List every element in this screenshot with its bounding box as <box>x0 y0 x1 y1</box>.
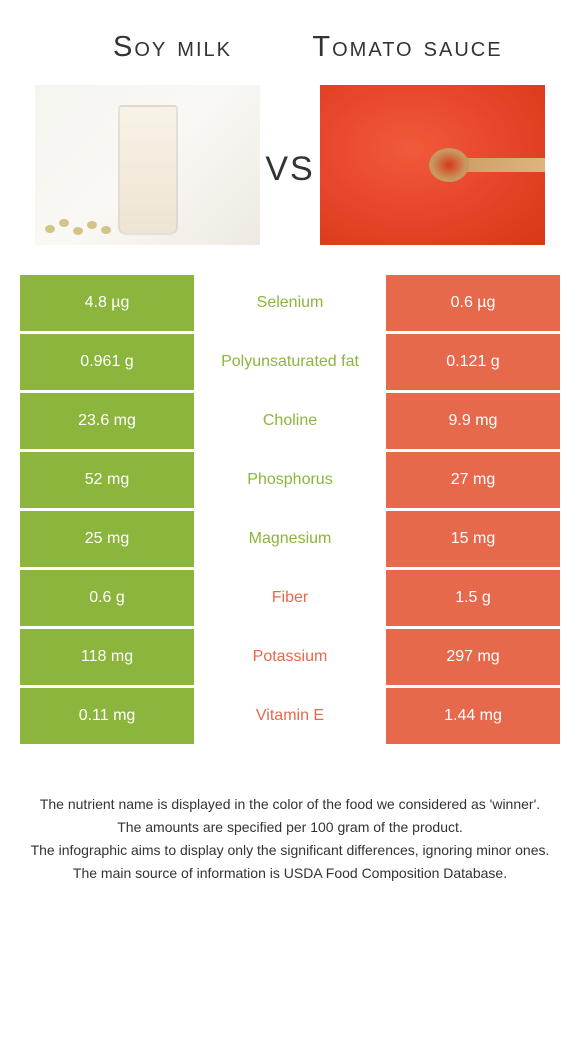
tomato-sauce-image <box>320 85 545 245</box>
glass-icon <box>118 105 178 235</box>
table-row: 4.8 µgSelenium0.6 µg <box>20 275 560 331</box>
right-value: 27 mg <box>386 452 560 508</box>
title-right: Tomato sauce <box>290 30 525 65</box>
right-value: 15 mg <box>386 511 560 567</box>
footer-line: The main source of information is USDA F… <box>20 863 560 884</box>
nutrient-label: Phosphorus <box>194 452 386 508</box>
nutrient-label: Potassium <box>194 629 386 685</box>
table-row: 25 mgMagnesium15 mg <box>20 511 560 567</box>
nutrient-label: Magnesium <box>194 511 386 567</box>
table-row: 23.6 mgCholine9.9 mg <box>20 393 560 449</box>
nutrient-label: Fiber <box>194 570 386 626</box>
table-row: 0.961 gPolyunsaturated fat0.121 g <box>20 334 560 390</box>
soy-milk-image <box>35 85 260 245</box>
table-row: 0.11 mgVitamin E1.44 mg <box>20 688 560 744</box>
right-value: 297 mg <box>386 629 560 685</box>
left-value: 0.961 g <box>20 334 194 390</box>
right-value: 1.44 mg <box>386 688 560 744</box>
right-value: 0.6 µg <box>386 275 560 331</box>
left-value: 0.6 g <box>20 570 194 626</box>
left-value: 23.6 mg <box>20 393 194 449</box>
footer-line: The nutrient name is displayed in the co… <box>20 794 560 815</box>
left-value: 25 mg <box>20 511 194 567</box>
table-row: 52 mgPhosphorus27 mg <box>20 452 560 508</box>
right-value: 0.121 g <box>386 334 560 390</box>
left-value: 4.8 µg <box>20 275 194 331</box>
header: Soy milk Tomato sauce <box>0 0 580 85</box>
footer-line: The infographic aims to display only the… <box>20 840 560 861</box>
left-value: 52 mg <box>20 452 194 508</box>
spoon-icon <box>435 158 545 172</box>
footer-notes: The nutrient name is displayed in the co… <box>0 794 580 884</box>
footer-line: The amounts are specified per 100 gram o… <box>20 817 560 838</box>
right-value: 9.9 mg <box>386 393 560 449</box>
left-value: 0.11 mg <box>20 688 194 744</box>
beans-icon <box>45 207 125 237</box>
nutrient-label: Vitamin E <box>194 688 386 744</box>
nutrient-label: Polyunsaturated fat <box>194 334 386 390</box>
nutrient-label: Choline <box>194 393 386 449</box>
left-value: 118 mg <box>20 629 194 685</box>
nutrient-label: Selenium <box>194 275 386 331</box>
right-value: 1.5 g <box>386 570 560 626</box>
comparison-table: 4.8 µgSelenium0.6 µg0.961 gPolyunsaturat… <box>20 275 560 744</box>
table-row: 118 mgPotassium297 mg <box>20 629 560 685</box>
vs-label: vs <box>265 137 314 192</box>
title-left: Soy milk <box>55 30 290 65</box>
table-row: 0.6 gFiber1.5 g <box>20 570 560 626</box>
food-images: vs <box>0 85 580 245</box>
